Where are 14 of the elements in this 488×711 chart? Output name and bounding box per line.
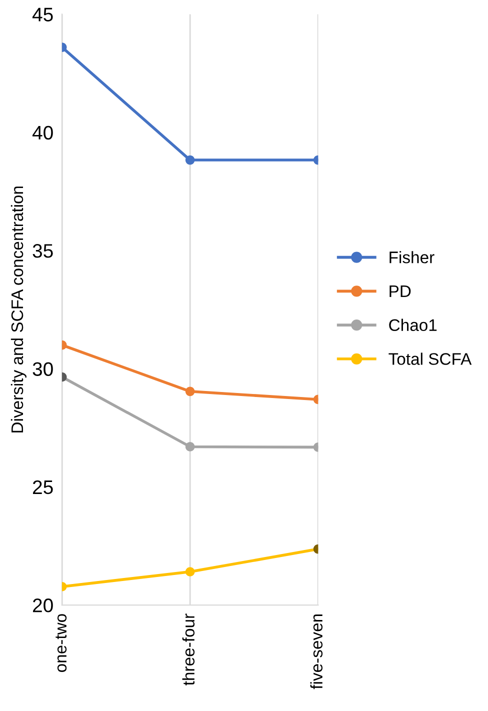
legend-label: Total SCFA [388, 352, 472, 365]
y-tick-label: 30 [32, 362, 53, 376]
y-tick-label: 35 [32, 244, 53, 258]
x-tick-label: one-two [56, 614, 67, 672]
y-axis-title: Diversity and SCFA concentration [10, 186, 26, 432]
y-tick-label: 40 [32, 126, 53, 140]
x-tick-label: three-four [182, 614, 195, 686]
legend-label: Chao1 [389, 318, 437, 332]
x-tick-label: five-seven [310, 614, 323, 690]
legend-label: PD [390, 286, 411, 298]
y-tick-label: 20 [32, 598, 53, 612]
y-tick-label: 45 [32, 8, 53, 22]
y-tick-label: 25 [32, 480, 53, 494]
legend-label: Fisher [390, 251, 434, 264]
